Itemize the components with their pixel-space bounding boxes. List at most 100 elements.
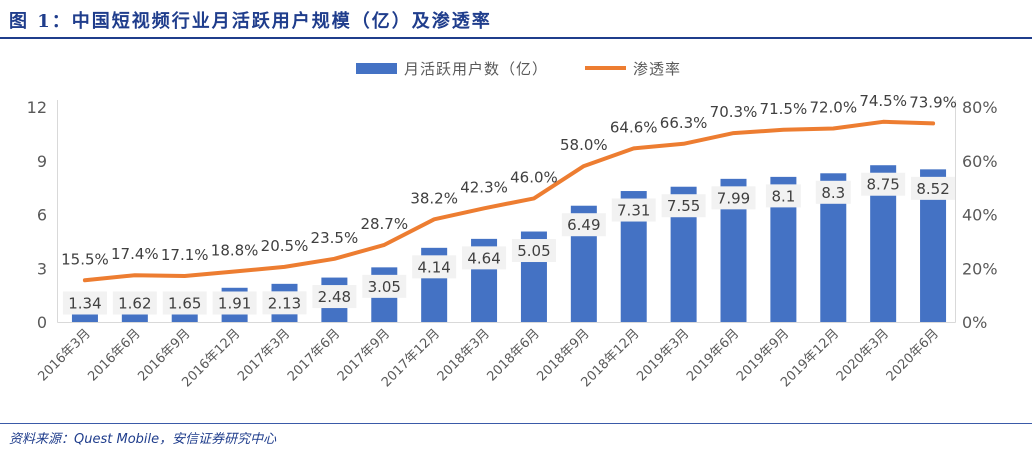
- x-tick-label-13: 2019年3月: [634, 326, 692, 384]
- right-tick-label-3: 40%: [962, 206, 998, 225]
- mau-bar-label-14: 7.99: [711, 186, 756, 210]
- mau-bar-label-box: [362, 274, 407, 298]
- mau-bar-label-16: 8.3: [815, 180, 851, 204]
- x-tick-label-9: 2018年3月: [435, 326, 493, 384]
- mau-bar-label-box: [312, 285, 357, 309]
- mau-bar-label-box: [661, 194, 706, 218]
- mau-bar-value: 5.05: [517, 242, 550, 260]
- penetration-label-10: 46.0%: [510, 168, 558, 186]
- penetration-label-16: 72.0%: [809, 99, 857, 117]
- mau-bar-label-4: 1.91: [212, 291, 257, 315]
- plot-frame: [57, 100, 956, 323]
- penetration-label-8: 38.2%: [410, 189, 458, 207]
- mau-bar-label-6: 2.48: [312, 285, 357, 309]
- mau-bar-value: 1.91: [218, 295, 251, 313]
- x-tick-label-10: 2018年6月: [484, 326, 542, 384]
- legend-label-penetration: 渗透率: [633, 60, 681, 78]
- mau-bar-label-11: 6.49: [561, 213, 606, 237]
- mau-bar-label-13: 7.55: [661, 194, 706, 218]
- mau-bar-value: 8.1: [771, 187, 795, 205]
- mau-bar-value: 6.49: [567, 216, 600, 234]
- mau-bar-value: 7.31: [617, 202, 650, 220]
- penetration-label-2: 17.4%: [111, 245, 159, 263]
- mau-bar-label-1: 1.34: [62, 291, 107, 315]
- right-axis-ticks: 0% 20% 40% 60% 80%: [962, 98, 998, 332]
- mau-bar-value: 8.75: [866, 176, 899, 194]
- mau-bar-value: 8.52: [916, 180, 949, 198]
- mau-bar-label-box: [561, 213, 606, 237]
- mau-bar-label-17: 8.75: [861, 172, 906, 196]
- mau-bar-label-box: [112, 291, 157, 315]
- mau-bar-label-box: [611, 198, 656, 222]
- mau-bar-value: 3.05: [368, 278, 401, 296]
- mau-bar-value: 4.14: [417, 258, 450, 276]
- penetration-label-15: 71.5%: [760, 100, 808, 118]
- figure-source: 资料来源：Quest Mobile，安信证券研究中心: [9, 432, 277, 447]
- mau-bar-label-3: 1.65: [162, 291, 207, 315]
- mau-bar-label-7: 3.05: [362, 274, 407, 298]
- combo-chart: 月活跃用户数（亿） 渗透率 0 3 6 9 12 0% 20% 40% 60% 80% 1.34…: [27, 60, 998, 390]
- source-rule: [0, 423, 1032, 424]
- penetration-label-1: 15.5%: [61, 250, 109, 268]
- penetration-label-3: 17.1%: [161, 246, 209, 264]
- mau-bar-label-box: [911, 176, 956, 200]
- left-tick-label-4: 9: [37, 152, 47, 171]
- penetration-label-4: 18.8%: [211, 241, 259, 259]
- mau-bar-value: 4.64: [467, 249, 500, 267]
- title-rule: [0, 37, 1032, 39]
- mau-bar-label-box: [62, 291, 107, 315]
- right-tick-label-5: 80%: [962, 98, 998, 117]
- mau-bar-label-9: 4.64: [462, 246, 507, 270]
- penetration-labels: 15.5% 17.4% 17.1% 18.8% 20.5% 23.5%28.7%38.2%…: [61, 92, 957, 269]
- mau-bar-label-8: 4.14: [412, 255, 457, 279]
- penetration-label-14: 70.3%: [710, 103, 758, 121]
- figure-title: 图 1：中国短视频行业月活跃用户规模（亿）及渗透率: [9, 11, 492, 32]
- mau-bar-value: 7.99: [717, 189, 750, 207]
- x-tick-label-6: 2017年6月: [285, 326, 343, 384]
- mau-bar-label-box: [711, 186, 756, 210]
- mau-bar-label-2: 1.62: [112, 291, 157, 315]
- left-tick-label-2: 3: [37, 259, 47, 278]
- left-axis-ticks: 0 3 6 9 12: [27, 98, 47, 332]
- mau-bar-value: 7.55: [667, 197, 700, 215]
- penetration-label-7: 28.7%: [360, 215, 408, 233]
- legend-swatch-mau: [356, 63, 397, 74]
- mau-bar-value: 1.62: [118, 295, 151, 313]
- mau-bar-label-box: [212, 291, 257, 315]
- mau-bar-label-18: 8.52: [911, 176, 956, 200]
- x-tick-label-5: 2017年3月: [235, 326, 293, 384]
- penetration-label-18: 73.9%: [909, 93, 957, 111]
- mau-bar-value: 8.3: [821, 184, 845, 202]
- mau-bar-value: 2.13: [268, 294, 301, 312]
- right-tick-label-4: 60%: [962, 152, 998, 171]
- mau-bar-labels: 1.34 1.62 1.65 1.91 2.13 2.48 3.05 4.14 4.64 5.05…: [62, 172, 956, 315]
- x-tick-label-1: 2016年3月: [35, 326, 93, 384]
- x-tick-label-17: 2020年3月: [834, 326, 892, 384]
- mau-bar-label-12: 7.31: [611, 198, 656, 222]
- x-tick-label-18: 2020年6月: [884, 326, 942, 384]
- mau-bar-value: 2.48: [318, 288, 351, 306]
- x-tick-label-14: 2019年6月: [684, 326, 742, 384]
- right-tick-label-1: 0%: [962, 313, 987, 332]
- left-tick-label-3: 6: [37, 206, 47, 225]
- x-axis-labels: 2016年3月2016年6月2016年9月2016年12月2017年3月2017…: [35, 326, 941, 390]
- mau-bar-label-box: [412, 255, 457, 279]
- penetration-line: [82, 119, 936, 283]
- mau-bar-label-box: [815, 180, 851, 204]
- right-tick-label-2: 20%: [962, 259, 998, 278]
- mau-bar-label-box: [861, 172, 906, 196]
- penetration-label-13: 66.3%: [660, 114, 708, 132]
- mau-bar-label-15: 8.1: [765, 184, 801, 208]
- left-tick-label-5: 12: [27, 98, 47, 117]
- penetration-label-11: 58.0%: [560, 136, 608, 154]
- penetration-label-17: 74.5%: [859, 92, 907, 110]
- legend: 月活跃用户数（亿） 渗透率: [356, 60, 681, 78]
- penetration-label-9: 42.3%: [460, 178, 508, 196]
- penetration-label-6: 23.5%: [311, 229, 359, 247]
- mau-bar-label-box: [511, 239, 556, 263]
- penetration-label-12: 64.6%: [610, 118, 658, 136]
- mau-bar-label-10: 5.05: [511, 239, 556, 263]
- left-tick-label-1: 0: [37, 313, 47, 332]
- mau-bar-label-box: [765, 184, 801, 208]
- mau-bar-value: 1.65: [168, 295, 201, 313]
